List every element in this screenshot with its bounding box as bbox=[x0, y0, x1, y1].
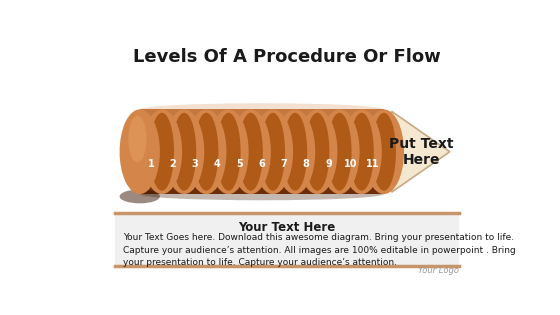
Ellipse shape bbox=[164, 109, 204, 194]
Bar bbox=[140, 109, 162, 125]
Text: Levels Of A Procedure Or Flow: Levels Of A Procedure Or Flow bbox=[133, 48, 441, 66]
Ellipse shape bbox=[231, 109, 271, 194]
Bar bbox=[339, 109, 362, 194]
Ellipse shape bbox=[372, 113, 396, 191]
Bar bbox=[339, 109, 362, 125]
Text: 10: 10 bbox=[344, 159, 357, 169]
Ellipse shape bbox=[216, 113, 241, 191]
Text: 3: 3 bbox=[192, 159, 199, 169]
Bar bbox=[184, 125, 206, 135]
Ellipse shape bbox=[319, 109, 360, 194]
Ellipse shape bbox=[297, 109, 338, 194]
Bar bbox=[318, 125, 339, 135]
Ellipse shape bbox=[186, 109, 226, 194]
Text: 4: 4 bbox=[214, 159, 221, 169]
Ellipse shape bbox=[142, 109, 182, 194]
Bar bbox=[273, 125, 295, 135]
Bar bbox=[140, 109, 162, 194]
Bar bbox=[362, 125, 384, 135]
Text: 11: 11 bbox=[366, 159, 380, 169]
Ellipse shape bbox=[120, 190, 160, 203]
Bar bbox=[251, 125, 273, 135]
Ellipse shape bbox=[328, 113, 352, 191]
Ellipse shape bbox=[172, 113, 196, 191]
Bar bbox=[273, 109, 295, 125]
Polygon shape bbox=[153, 111, 450, 192]
Ellipse shape bbox=[261, 113, 285, 191]
Text: 5: 5 bbox=[236, 159, 243, 169]
Bar bbox=[295, 125, 318, 135]
Bar bbox=[162, 109, 184, 194]
Text: Your Logo: Your Logo bbox=[418, 266, 459, 275]
Bar bbox=[228, 109, 251, 194]
Text: 9: 9 bbox=[325, 159, 332, 169]
Ellipse shape bbox=[342, 109, 382, 194]
Bar bbox=[184, 109, 206, 194]
Bar bbox=[362, 109, 384, 194]
Bar bbox=[251, 109, 273, 194]
Ellipse shape bbox=[239, 113, 263, 191]
Text: 8: 8 bbox=[303, 159, 310, 169]
Bar bbox=[206, 109, 228, 194]
Text: Your Text Here: Your Text Here bbox=[239, 221, 335, 234]
Text: 2: 2 bbox=[170, 159, 176, 169]
Bar bbox=[228, 125, 251, 135]
Ellipse shape bbox=[253, 109, 293, 194]
Ellipse shape bbox=[364, 109, 404, 194]
Bar bbox=[206, 125, 228, 135]
Bar bbox=[339, 125, 362, 135]
Text: 7: 7 bbox=[281, 159, 287, 169]
Bar bbox=[184, 109, 206, 125]
Ellipse shape bbox=[128, 116, 147, 162]
Bar bbox=[115, 214, 459, 266]
Ellipse shape bbox=[305, 113, 329, 191]
Bar bbox=[162, 125, 184, 135]
Bar bbox=[206, 109, 228, 125]
Text: Your Text Goes here. Download this awesome diagram. Bring your presentation to l: Your Text Goes here. Download this aweso… bbox=[123, 233, 515, 267]
Bar bbox=[251, 109, 273, 125]
Ellipse shape bbox=[349, 113, 374, 191]
Ellipse shape bbox=[140, 103, 384, 116]
Ellipse shape bbox=[120, 109, 160, 194]
Bar bbox=[228, 109, 251, 125]
Ellipse shape bbox=[140, 188, 384, 200]
Ellipse shape bbox=[208, 109, 249, 194]
Ellipse shape bbox=[150, 113, 174, 191]
Ellipse shape bbox=[283, 113, 307, 191]
Bar bbox=[162, 109, 184, 125]
Text: 1: 1 bbox=[147, 159, 154, 169]
Bar bbox=[362, 109, 384, 125]
Text: 6: 6 bbox=[258, 159, 265, 169]
Text: Put Text
Here: Put Text Here bbox=[389, 137, 454, 167]
Bar bbox=[295, 109, 318, 194]
Ellipse shape bbox=[275, 109, 315, 194]
Bar bbox=[318, 109, 339, 125]
Bar bbox=[295, 109, 318, 125]
Bar bbox=[140, 125, 162, 135]
Ellipse shape bbox=[194, 113, 218, 191]
Bar bbox=[318, 109, 339, 194]
Bar bbox=[273, 109, 295, 194]
